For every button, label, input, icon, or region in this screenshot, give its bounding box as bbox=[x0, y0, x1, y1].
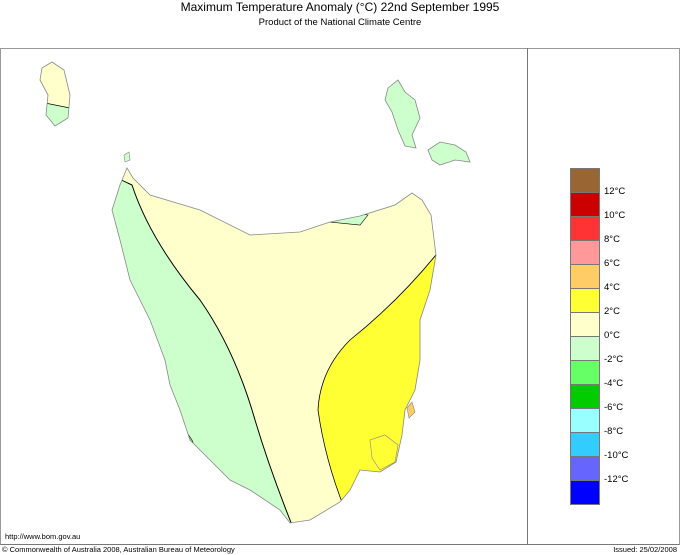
bruny-island bbox=[369, 434, 399, 471]
legend-swatch bbox=[571, 361, 599, 385]
tasmania-outline bbox=[111, 167, 437, 524]
legend-label: -2°C bbox=[604, 354, 624, 365]
legend-swatch bbox=[571, 385, 599, 409]
legend-label: -6°C bbox=[604, 402, 624, 413]
legend-swatch bbox=[571, 337, 599, 361]
legend-label: 6°C bbox=[604, 258, 620, 269]
legend-label: 10°C bbox=[604, 210, 626, 221]
legend-swatch bbox=[571, 313, 599, 337]
legend-swatch bbox=[571, 265, 599, 289]
king-island-outline bbox=[39, 61, 71, 127]
legend-label: 8°C bbox=[604, 234, 620, 245]
legend-swatch bbox=[571, 193, 599, 217]
legend-label: 12°C bbox=[604, 186, 626, 197]
legend-label: -8°C bbox=[604, 426, 624, 437]
legend-label: 4°C bbox=[604, 282, 620, 293]
legend-label: -12°C bbox=[604, 474, 629, 485]
tasmania-map bbox=[39, 61, 471, 524]
legend-label: -4°C bbox=[604, 378, 624, 389]
source-url[interactable]: http://www.bom.gov.au bbox=[5, 532, 81, 541]
cape-barren-island bbox=[427, 141, 471, 166]
map-subtitle: Product of the National Climate Centre bbox=[258, 17, 422, 28]
flinders-island bbox=[384, 79, 421, 149]
small-north-island bbox=[123, 151, 131, 163]
legend-label: 0°C bbox=[604, 330, 620, 341]
legend-label: 2°C bbox=[604, 306, 620, 317]
legend-swatch bbox=[571, 169, 599, 193]
copyright-text: © Commonwealth of Australia 2008, Austra… bbox=[2, 545, 235, 554]
map-title: Maximum Temperature Anomaly (°C) 22nd Se… bbox=[180, 0, 500, 14]
color-legend bbox=[570, 168, 600, 505]
legend-divider bbox=[527, 48, 528, 544]
legend-swatch bbox=[571, 481, 599, 504]
maria-island bbox=[406, 401, 416, 419]
legend-swatch bbox=[571, 241, 599, 265]
legend-swatch bbox=[571, 217, 599, 241]
king-island-minus2-to-0 bbox=[40, 99, 70, 126]
legend-label: -10°C bbox=[604, 450, 629, 461]
legend-swatch bbox=[571, 457, 599, 481]
legend-swatch bbox=[571, 289, 599, 313]
legend-swatch bbox=[571, 409, 599, 433]
issued-date: Issued: 25/02/2008 bbox=[613, 545, 677, 554]
legend-swatch bbox=[571, 433, 599, 457]
